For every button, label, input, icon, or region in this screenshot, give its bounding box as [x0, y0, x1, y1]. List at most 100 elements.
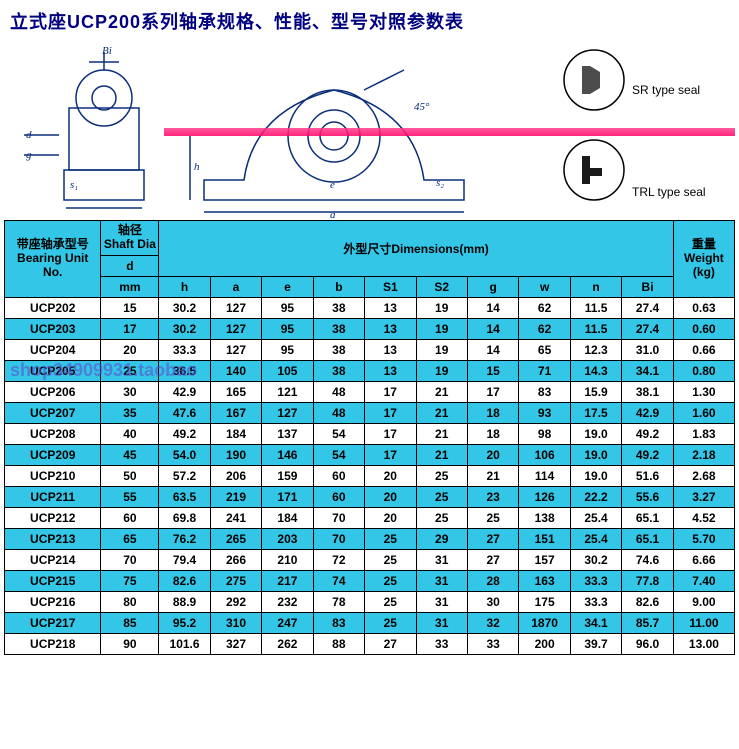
table-cell: 17: [101, 318, 159, 339]
table-cell: 13: [365, 318, 416, 339]
table-cell: 65: [519, 339, 570, 360]
table-cell: 165: [210, 381, 261, 402]
table-cell: 157: [519, 549, 570, 570]
overlay-redline: [164, 128, 735, 136]
table-cell: 138: [519, 507, 570, 528]
table-cell: 60: [313, 465, 364, 486]
table-cell: 2.68: [673, 465, 734, 486]
hdr-d: d: [101, 255, 159, 276]
table-cell: 25: [365, 570, 416, 591]
table-cell: 151: [519, 528, 570, 549]
table-cell: 48: [313, 381, 364, 402]
table-cell: 137: [262, 423, 313, 444]
table-row: UCP2126069.82411847020252513825.465.14.5…: [5, 507, 735, 528]
table-cell: 19: [416, 318, 467, 339]
spec-table: 带座轴承型号Bearing UnitNo. 轴径Shaft Dia 外型尺寸Di…: [4, 220, 735, 655]
table-cell: 60: [313, 486, 364, 507]
table-cell: 27: [365, 633, 416, 654]
hdr-bi: Bi: [622, 276, 674, 297]
table-cell: 19.0: [570, 465, 621, 486]
table-cell: 265: [210, 528, 261, 549]
table-cell: 25: [416, 465, 467, 486]
table-cell: 7.40: [673, 570, 734, 591]
table-cell: 60: [101, 507, 159, 528]
table-cell: 30: [467, 591, 518, 612]
table-cell: UCP210: [5, 465, 101, 486]
table-cell: 83: [519, 381, 570, 402]
table-cell: 65.1: [622, 507, 674, 528]
hdr-weight: 重量Weight(kg): [673, 221, 734, 298]
table-cell: 14: [467, 339, 518, 360]
table-row: UCP2021530.212795381319146211.527.40.63: [5, 297, 735, 318]
table-cell: 79.4: [159, 549, 210, 570]
table-cell: 25.4: [570, 507, 621, 528]
table-cell: UCP217: [5, 612, 101, 633]
table-cell: 12.3: [570, 339, 621, 360]
table-cell: 78: [313, 591, 364, 612]
table-body: UCP2021530.212795381319146211.527.40.63 U…: [5, 297, 735, 654]
table-cell: 11.5: [570, 318, 621, 339]
table-cell: 71: [519, 360, 570, 381]
table-cell: 20: [467, 444, 518, 465]
table-cell: 20: [365, 465, 416, 486]
table-cell: 175: [519, 591, 570, 612]
table-cell: 55.6: [622, 486, 674, 507]
hdr-a: a: [210, 276, 261, 297]
table-cell: 69.8: [159, 507, 210, 528]
table-cell: 40: [101, 423, 159, 444]
table-cell: 38: [313, 339, 364, 360]
table-cell: 5.70: [673, 528, 734, 549]
table-cell: UCP204: [5, 339, 101, 360]
table-cell: 25: [101, 360, 159, 381]
table-cell: 76.2: [159, 528, 210, 549]
table-cell: 262: [262, 633, 313, 654]
table-cell: 70: [101, 549, 159, 570]
table-cell: 31: [416, 549, 467, 570]
table-cell: 63.5: [159, 486, 210, 507]
table-cell: 1.30: [673, 381, 734, 402]
table-cell: 25: [416, 507, 467, 528]
table-cell: 310: [210, 612, 261, 633]
table-cell: 13: [365, 360, 416, 381]
table-cell: 0.80: [673, 360, 734, 381]
table-cell: 17.5: [570, 402, 621, 423]
svg-text:g: g: [26, 149, 32, 161]
table-cell: 95.2: [159, 612, 210, 633]
table-cell: 49.2: [622, 444, 674, 465]
table-cell: 1870: [519, 612, 570, 633]
table-cell: 39.7: [570, 633, 621, 654]
table-cell: 51.6: [622, 465, 674, 486]
table-cell: 20: [365, 486, 416, 507]
table-row: UCP2115563.52191716020252312622.255.63.2…: [5, 486, 735, 507]
table-cell: 25: [365, 549, 416, 570]
table-cell: 42.9: [159, 381, 210, 402]
table-cell: 6.66: [673, 549, 734, 570]
table-cell: 85: [101, 612, 159, 633]
table-cell: 33: [467, 633, 518, 654]
table-cell: 20: [101, 339, 159, 360]
table-cell: 70: [313, 507, 364, 528]
table-row: UCP2052536.5140105381319157114.334.10.80: [5, 360, 735, 381]
table-cell: 22.2: [570, 486, 621, 507]
table-cell: 19.0: [570, 423, 621, 444]
table-cell: 27: [467, 528, 518, 549]
table-cell: 80: [101, 591, 159, 612]
table-cell: 62: [519, 318, 570, 339]
table-cell: 27.4: [622, 297, 674, 318]
svg-text:s₁: s₁: [70, 179, 78, 191]
table-cell: 47.6: [159, 402, 210, 423]
table-cell: 200: [519, 633, 570, 654]
table-cell: 25: [365, 528, 416, 549]
hdr-unit-mm: mm: [101, 276, 159, 297]
table-cell: 275: [210, 570, 261, 591]
table-cell: 85.7: [622, 612, 674, 633]
table-cell: 163: [519, 570, 570, 591]
table-cell: 11.5: [570, 297, 621, 318]
table-cell: 203: [262, 528, 313, 549]
table-cell: 65: [101, 528, 159, 549]
table-row: UCP2073547.6167127481721189317.542.91.60: [5, 402, 735, 423]
table-cell: 140: [210, 360, 261, 381]
hdr-h: h: [159, 276, 210, 297]
table-cell: 127: [262, 402, 313, 423]
table-cell: 3.27: [673, 486, 734, 507]
